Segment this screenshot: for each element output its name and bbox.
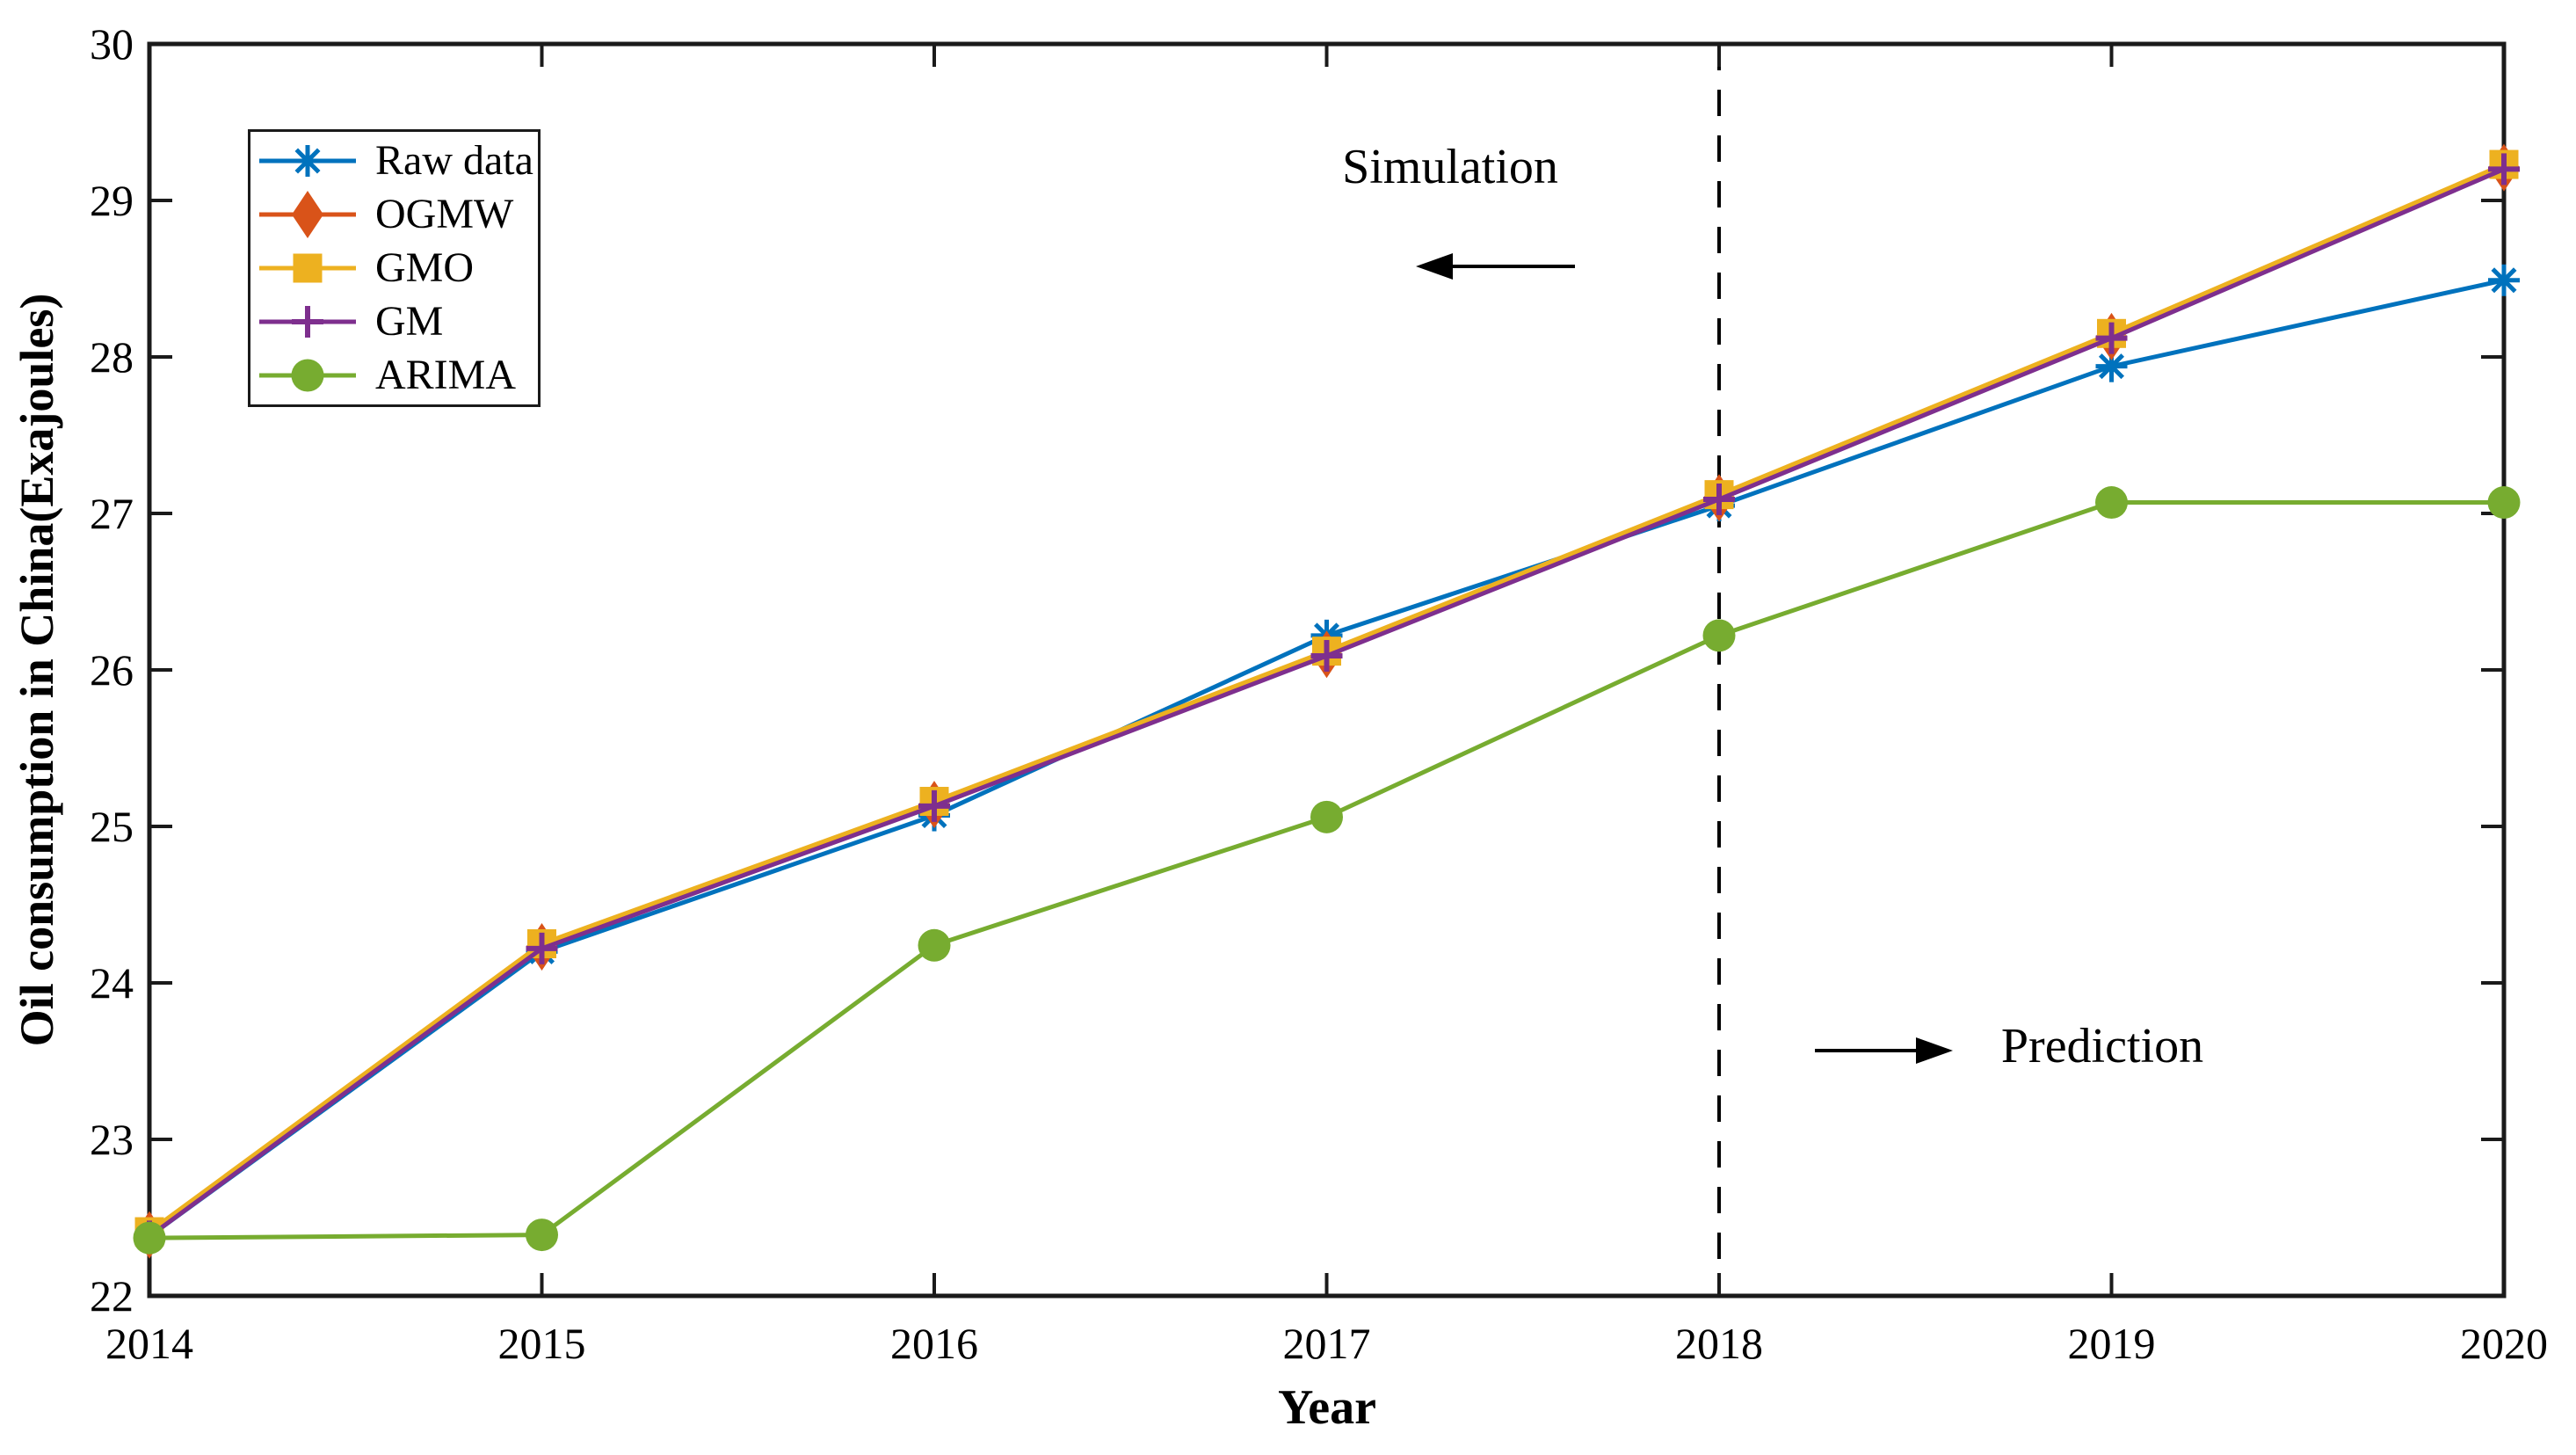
prediction-annotation: Prediction — [2000, 1019, 2204, 1073]
legend-label: OGMW — [375, 191, 514, 237]
x-tick-label: 2015 — [498, 1319, 586, 1368]
data-point-plus — [526, 932, 558, 964]
legend-marker-plus — [259, 306, 356, 338]
simulation-annotation: Simulation — [1342, 140, 1558, 194]
data-point-circle — [1310, 800, 1343, 833]
data-point-circle — [918, 928, 951, 962]
x-tick-label: 2019 — [2068, 1319, 2156, 1368]
data-point-plus — [2095, 322, 2128, 354]
simulation-arrow — [1416, 253, 1575, 280]
y-axis-title: Oil consumption in China(Exajoules) — [11, 293, 63, 1047]
legend-marker-circle — [259, 359, 356, 392]
data-point-asterisk — [2095, 350, 2128, 382]
legend-label: Raw data — [375, 137, 533, 184]
data-point-circle — [133, 1221, 166, 1255]
data-point-plus — [918, 789, 950, 822]
data-point-diamond — [292, 191, 323, 238]
series-arima — [133, 486, 2521, 1255]
y-tick-label: 27 — [90, 489, 134, 538]
x-tick-label: 2016 — [890, 1319, 978, 1368]
x-tick-label: 2020 — [2460, 1319, 2548, 1368]
x-tick-label: 2014 — [105, 1319, 193, 1368]
y-tick-label: 24 — [90, 958, 134, 1008]
data-point-square — [293, 253, 323, 283]
data-point-asterisk — [2488, 264, 2520, 296]
prediction-arrow — [1815, 1037, 1953, 1064]
y-tick-label: 22 — [90, 1271, 134, 1320]
legend-marker-asterisk — [259, 145, 356, 177]
m — [2491, 267, 2517, 294]
series-line-arima — [149, 500, 2504, 1240]
y-tick-label: 26 — [90, 645, 134, 695]
legend: Raw data OGMW GMO GM ARIMA — [248, 129, 541, 407]
legend-item-gm: GM — [258, 295, 538, 348]
prediction-arrow-head — [1916, 1037, 1953, 1064]
data-point-circle — [526, 1219, 558, 1252]
y-tick-label: 25 — [90, 802, 134, 851]
m — [2099, 353, 2124, 380]
series-line-raw-data — [148, 278, 2505, 1239]
y-tick-label: 23 — [90, 1115, 134, 1164]
legend-item-ogmw: OGMW — [258, 188, 538, 241]
legend-item-arima: ARIMA — [258, 349, 538, 402]
legend-label: GMO — [375, 244, 475, 291]
data-point-circle — [2095, 486, 2128, 520]
x-axis-title: Year — [1278, 1380, 1376, 1435]
legend-label: ARIMA — [375, 352, 517, 398]
legend-item-raw-data: Raw data — [258, 135, 538, 187]
series-raw-data — [134, 264, 2520, 1253]
m — [294, 148, 321, 174]
legend-marker-square — [259, 253, 356, 283]
y-tick-label: 30 — [90, 19, 134, 69]
simulation-arrow-head — [1416, 253, 1453, 280]
data-point-plus — [2488, 153, 2520, 186]
data-point-plus — [1703, 483, 1735, 515]
y-tick-label: 29 — [90, 176, 134, 225]
data-point-circle — [1702, 619, 1736, 652]
legend-label: GM — [375, 298, 444, 345]
legend-marker-diamond — [259, 191, 356, 238]
y-tick-label: 28 — [90, 332, 134, 382]
x-tick-label: 2017 — [1283, 1319, 1371, 1368]
data-point-circle — [2487, 486, 2521, 520]
data-point-circle — [291, 359, 324, 392]
legend-item-gmo: GMO — [258, 242, 538, 295]
series-gm — [134, 153, 2520, 1253]
x-tick-label: 2018 — [1675, 1319, 1763, 1368]
data-point-plus — [1310, 639, 1343, 672]
data-point-asterisk — [292, 145, 323, 177]
data-point-plus — [292, 306, 323, 338]
